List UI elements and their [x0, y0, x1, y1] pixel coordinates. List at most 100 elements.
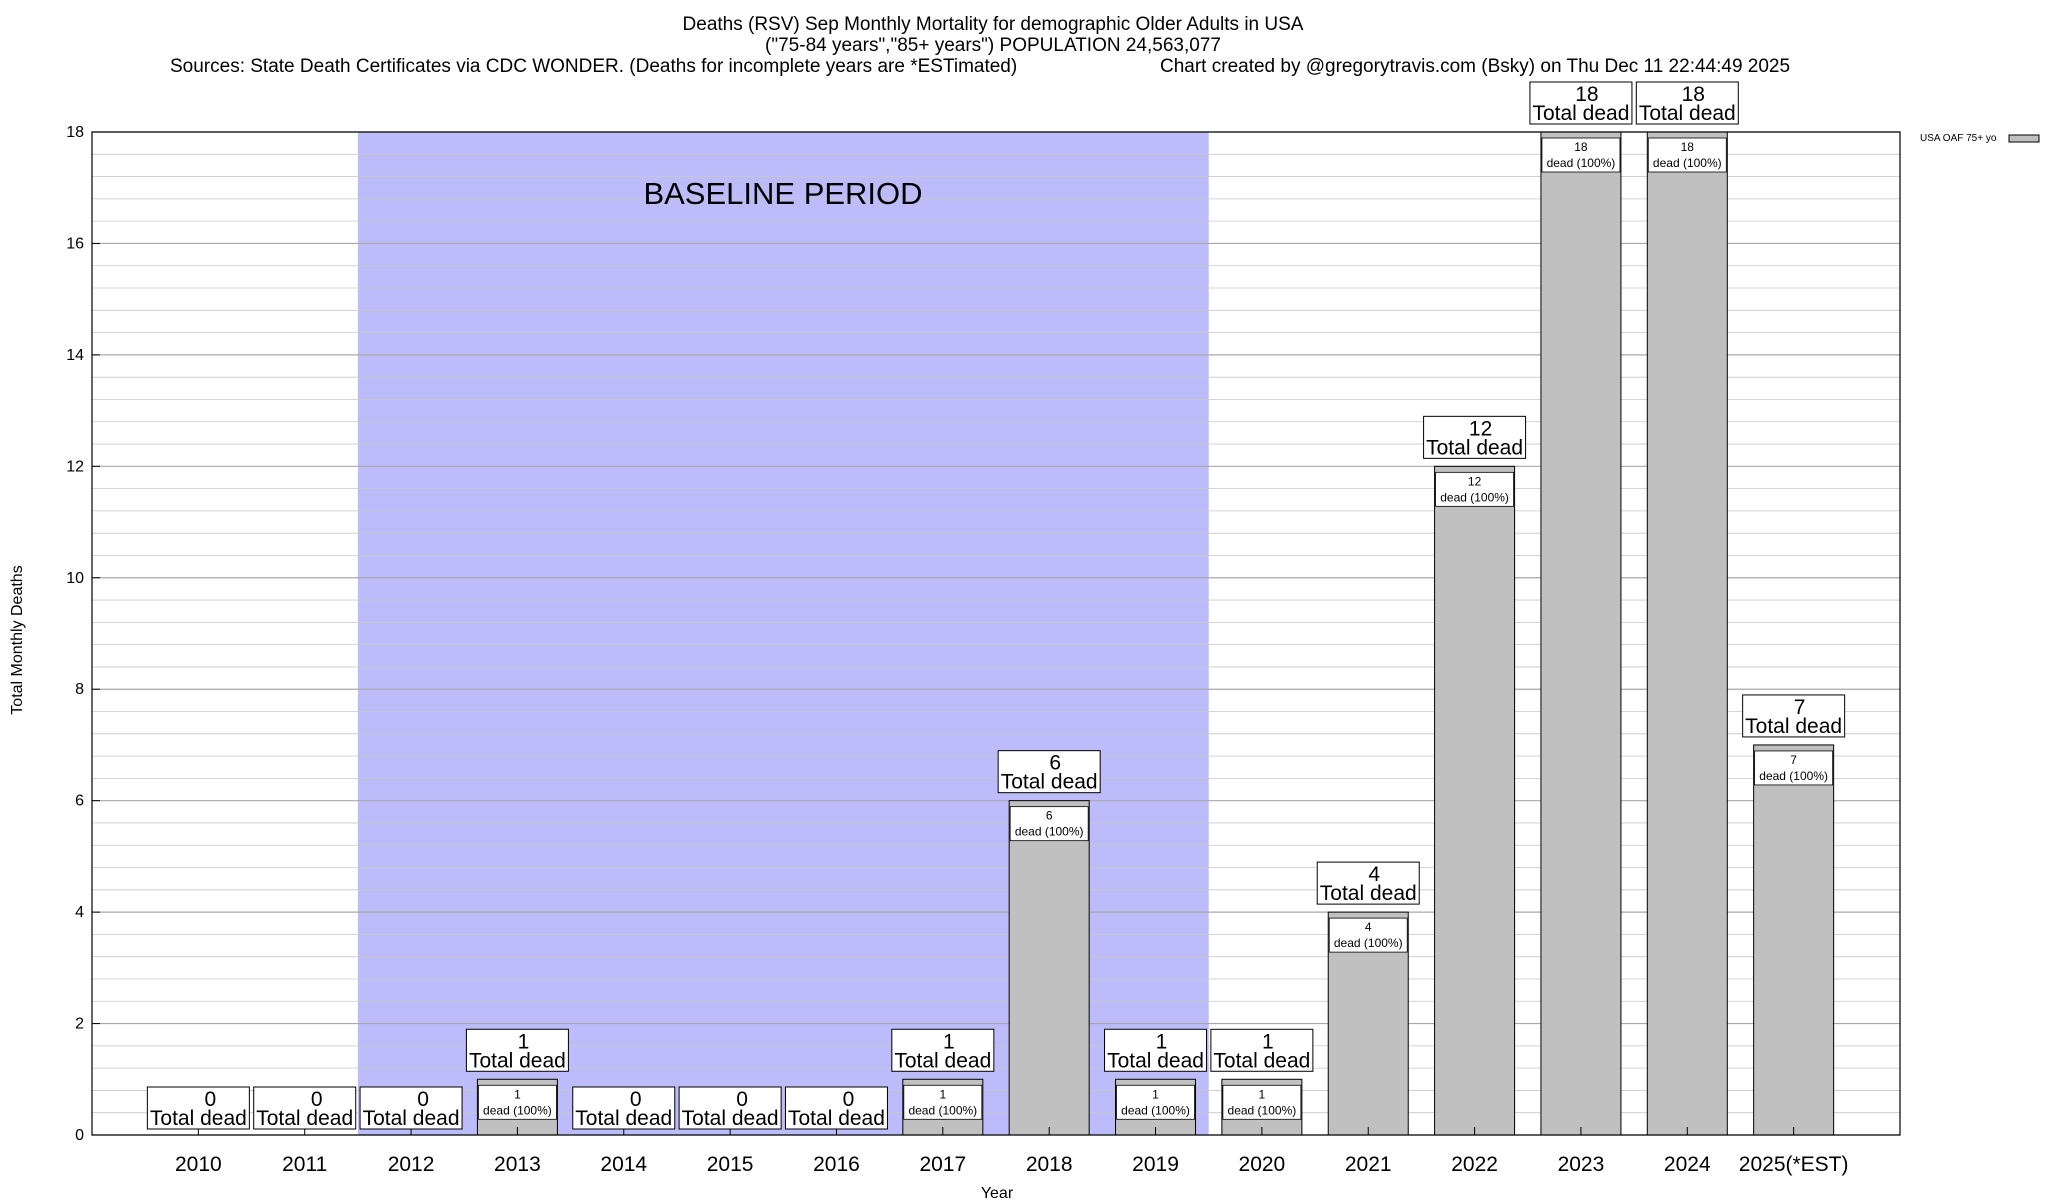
total-label-box [997, 750, 1101, 794]
total-dead-label: Total dead [469, 1049, 566, 1072]
total-dead-label: Total dead [363, 1107, 460, 1130]
x-tick-label: 2021 [1345, 1153, 1392, 1176]
segment-label-box [1009, 806, 1089, 842]
segment-value-label: 6 [1046, 809, 1053, 823]
segment-value-label: 7 [1790, 753, 1797, 767]
bar [1646, 131, 1728, 1136]
total-dead-label: Total dead [1532, 102, 1629, 125]
segment-percent-label: dead (100%) [1759, 769, 1828, 783]
x-axis-title: Year [981, 1185, 1014, 1200]
segment-percent-label: dead (100%) [1334, 936, 1403, 950]
x-tick-label: 2020 [1239, 1153, 1286, 1176]
total-value-label: 0 [630, 1088, 642, 1111]
y-tick-label: 16 [66, 235, 84, 252]
segment-label-box [1328, 917, 1408, 953]
total-label-box [1104, 1028, 1208, 1072]
total-value-label: 18 [1682, 83, 1705, 106]
segment-label-box [1435, 471, 1514, 507]
segment-value-label: 1 [939, 1087, 946, 1101]
total-label-box [891, 1028, 995, 1072]
total-label-box [784, 1086, 888, 1130]
segment-label-box [903, 1084, 983, 1120]
total-value-label: 4 [1368, 863, 1380, 886]
segment-label-box [1222, 1084, 1302, 1120]
chart-subtitle: ("75-84 years","85+ years") POPULATION 2… [765, 35, 1221, 56]
segment-percent-label: dead (100%) [1440, 490, 1509, 504]
x-tick-label: 2024 [1664, 1153, 1711, 1176]
total-label-box [465, 1028, 569, 1072]
x-tick-label: 2016 [813, 1153, 860, 1176]
x-tick-label: 2022 [1451, 1153, 1498, 1176]
chart-sources: Sources: State Death Certificates via CD… [170, 56, 1017, 77]
segment-percent-label: dead (100%) [483, 1103, 552, 1117]
total-value-label: 0 [417, 1088, 429, 1111]
total-value-label: 7 [1794, 696, 1806, 719]
segment-value-label: 1 [514, 1087, 521, 1101]
segment-value-label: 1 [1259, 1087, 1266, 1101]
plot-frame [91, 131, 1901, 1136]
y-tick-label: 0 [75, 1127, 84, 1144]
total-dead-label: Total dead [150, 1107, 247, 1130]
segment-value-label: 18 [1681, 140, 1695, 154]
segment-label-box [1116, 1084, 1195, 1120]
segment-value-label: 1 [1152, 1087, 1159, 1101]
x-tick-label: 2023 [1558, 1153, 1605, 1176]
segment-percent-label: dead (100%) [1653, 156, 1722, 170]
total-dead-label: Total dead [1001, 771, 1098, 794]
segment-value-label: 12 [1468, 474, 1482, 488]
bar [1753, 744, 1835, 1136]
total-value-label: 12 [1469, 417, 1492, 440]
y-tick-label: 12 [66, 458, 84, 475]
total-label-box [146, 1086, 250, 1130]
segment-percent-label: dead (100%) [1547, 156, 1616, 170]
segment-label-box [1647, 137, 1727, 173]
total-value-label: 6 [1049, 752, 1061, 775]
y-tick-label: 4 [75, 904, 84, 921]
x-tick-label: 2018 [1026, 1153, 1073, 1176]
segment-value-label: 4 [1365, 920, 1372, 934]
total-value-label: 0 [843, 1088, 855, 1111]
total-label-box [253, 1086, 357, 1130]
y-tick-label: 8 [75, 681, 84, 698]
total-value-label: 18 [1575, 83, 1598, 106]
total-dead-label: Total dead [1426, 436, 1523, 459]
total-value-label: 0 [205, 1088, 217, 1111]
legend: USA OAF 75+ yo [1920, 133, 2040, 144]
total-dead-label: Total dead [1745, 715, 1842, 738]
x-tick-label: 2012 [388, 1153, 435, 1176]
segment-label-box [1541, 137, 1621, 173]
segment-label-box [478, 1084, 557, 1120]
y-tick-label: 10 [66, 570, 84, 587]
total-value-label: 1 [1262, 1030, 1274, 1053]
chart-credit: Chart created by @gregorytravis.com (Bsk… [1160, 56, 1790, 77]
total-value-label: 1 [943, 1030, 955, 1053]
total-value-label: 1 [1156, 1030, 1168, 1053]
total-value-label: 1 [518, 1030, 530, 1053]
total-dead-label: Total dead [575, 1107, 672, 1130]
x-tick-label: 2019 [1132, 1153, 1179, 1176]
segment-label-box [1754, 750, 1834, 786]
x-tick-label: 2014 [600, 1153, 647, 1176]
x-tick-label: 2010 [175, 1153, 222, 1176]
segment-percent-label: dead (100%) [908, 1103, 977, 1117]
segment-value-label: 18 [1574, 140, 1588, 154]
total-label-box [1742, 694, 1846, 738]
y-tick-label: 14 [66, 347, 84, 364]
total-value-label: 0 [311, 1088, 323, 1111]
total-label-box [1423, 415, 1527, 459]
bar [1008, 800, 1090, 1136]
total-label-box [1635, 81, 1739, 125]
total-dead-label: Total dead [788, 1107, 885, 1130]
chart-title: Deaths (RSV) Sep Monthly Mortality for d… [683, 14, 1304, 35]
total-dead-label: Total dead [894, 1049, 991, 1072]
x-tick-label: 2025(*EST) [1739, 1153, 1849, 1176]
segment-percent-label: dead (100%) [1228, 1103, 1297, 1117]
legend-swatch [2008, 134, 2040, 143]
total-value-label: 0 [736, 1088, 748, 1111]
y-tick-label: 6 [75, 793, 84, 810]
y-axis-title: Total Monthly Deaths [9, 565, 26, 714]
total-dead-label: Total dead [682, 1107, 779, 1130]
total-label-box [572, 1086, 676, 1130]
total-dead-label: Total dead [1320, 882, 1417, 905]
